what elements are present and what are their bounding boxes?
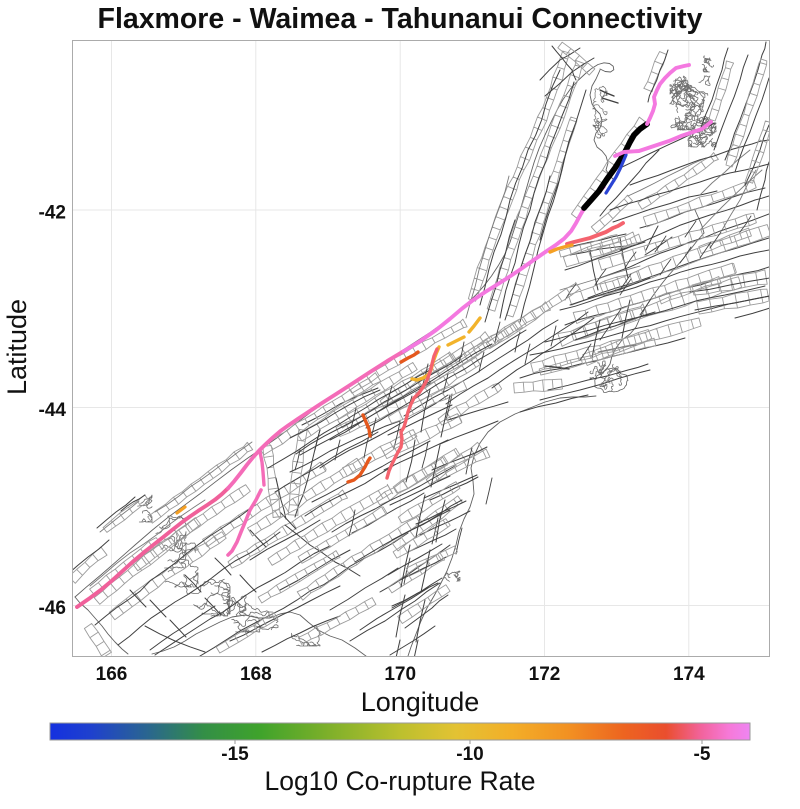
svg-text:-10: -10 <box>456 744 483 765</box>
svg-text:172: 172 <box>529 664 561 685</box>
svg-text:-44: -44 <box>39 400 67 421</box>
svg-text:-5: -5 <box>694 744 711 765</box>
svg-text:166: 166 <box>96 664 128 685</box>
svg-text:170: 170 <box>384 664 416 685</box>
svg-text:Latitude: Latitude <box>2 299 32 395</box>
svg-text:-46: -46 <box>39 598 66 619</box>
svg-text:168: 168 <box>240 664 272 685</box>
svg-text:Flaxmore - Waimea - Tahunanui: Flaxmore - Waimea - Tahunanui Connectivi… <box>98 3 703 35</box>
svg-text:-42: -42 <box>39 203 66 224</box>
svg-text:Log10 Co-rupture Rate: Log10 Co-rupture Rate <box>264 766 535 796</box>
svg-text:-15: -15 <box>221 744 249 765</box>
svg-text:Longitude: Longitude <box>361 687 480 717</box>
svg-text:174: 174 <box>673 664 705 685</box>
